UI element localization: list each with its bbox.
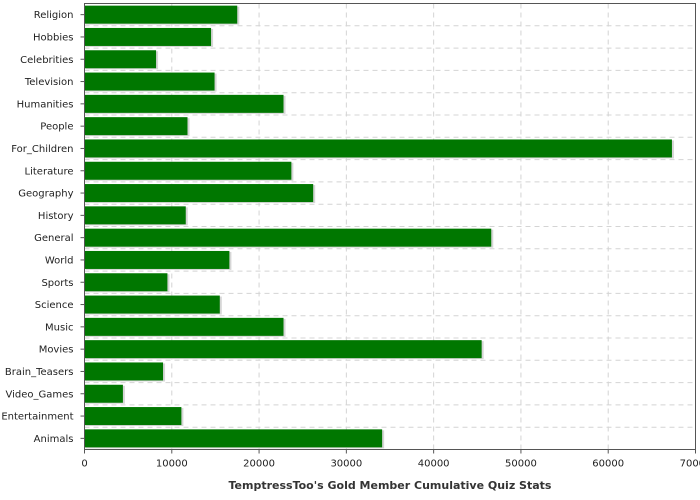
- bar-movies: [84, 340, 482, 359]
- bar-animals: [84, 429, 383, 448]
- x-tick-label: 70000: [680, 459, 700, 470]
- bar-television: [84, 72, 215, 91]
- bar-brain-teasers: [84, 362, 164, 381]
- category-label: General: [34, 233, 73, 244]
- x-tick-label: 60000: [592, 459, 624, 470]
- category-label: History: [38, 211, 74, 222]
- bar-science: [84, 295, 220, 314]
- category-label: Religion: [34, 10, 74, 21]
- category-label: Television: [24, 77, 74, 88]
- x-tick-label: 50000: [505, 459, 537, 470]
- category-label: Geography: [18, 189, 73, 200]
- bar-hobbies: [84, 27, 212, 46]
- bar-entertainment: [84, 407, 182, 426]
- category-label: Humanities: [17, 99, 74, 110]
- bar-for-children: [84, 139, 672, 158]
- x-tick-label: 10000: [156, 459, 188, 470]
- category-label: For_Children: [11, 144, 73, 155]
- grid-layer: [84, 3, 696, 450]
- category-label: Brain_Teasers: [5, 367, 74, 378]
- x-tick-label: 40000: [418, 459, 450, 470]
- category-label: People: [40, 122, 73, 133]
- category-label: Literature: [25, 166, 74, 177]
- bar-geography: [84, 184, 314, 203]
- bar-video-games: [84, 384, 123, 403]
- bar-world: [84, 250, 230, 269]
- bar-general: [84, 228, 492, 247]
- x-tick-label: 20000: [243, 459, 275, 470]
- bar-people: [84, 117, 188, 136]
- bar-music: [84, 317, 284, 336]
- bar-humanities: [84, 94, 284, 113]
- plot-frame: [84, 3, 696, 450]
- category-label: Video_Games: [6, 389, 74, 400]
- x-tick-label: 30000: [330, 459, 362, 470]
- bars-layer: [84, 5, 674, 449]
- bar-literature: [84, 161, 292, 180]
- x-tick-label: 0: [81, 459, 87, 470]
- category-label: Animals: [34, 434, 74, 445]
- bar-celebrities: [84, 50, 157, 69]
- category-label: World: [45, 255, 74, 266]
- category-label: Hobbies: [33, 32, 73, 43]
- category-label: Sports: [41, 278, 73, 289]
- x-axis-title: TemptressToo's Gold Member Cumulative Qu…: [229, 479, 552, 492]
- category-label: Entertainment: [1, 412, 73, 423]
- category-label: Science: [35, 300, 74, 311]
- category-label: Movies: [39, 345, 74, 356]
- bar-history: [84, 206, 186, 225]
- axis-layer: 0 10000 20000 30000 40000 50000 60000 70000 Reli…: [1, 10, 700, 469]
- category-label: Celebrities: [20, 55, 73, 66]
- bar-religion: [84, 5, 238, 24]
- category-label: Music: [45, 322, 73, 333]
- bar-sports: [84, 273, 168, 292]
